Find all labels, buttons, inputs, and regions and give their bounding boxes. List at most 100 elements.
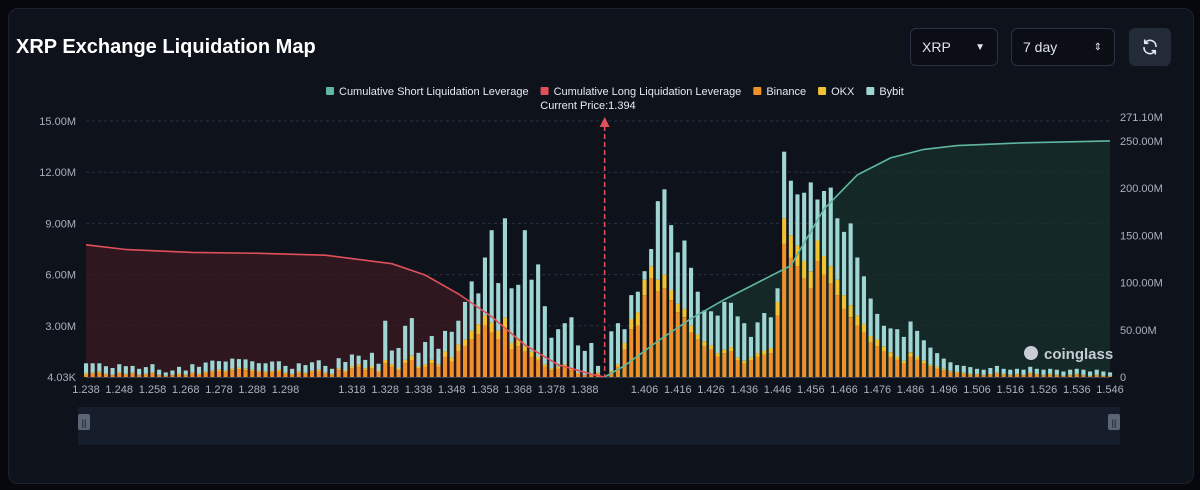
bar-bybit xyxy=(363,359,368,369)
grip-icon: || xyxy=(82,418,87,428)
bar-okx xyxy=(755,353,760,357)
bar-okx xyxy=(84,373,89,375)
bar-okx xyxy=(682,308,687,318)
bar-okx xyxy=(596,372,601,374)
bar-bybit xyxy=(110,368,115,375)
bar-binance xyxy=(123,374,128,377)
bar-binance xyxy=(901,363,906,377)
range-slider[interactable]: || || xyxy=(78,407,1120,445)
bar-okx xyxy=(748,357,753,360)
bar-bybit xyxy=(84,363,89,374)
caret-down-icon: ▼ xyxy=(975,41,985,53)
bar-okx xyxy=(330,373,335,375)
bar-okx xyxy=(197,373,202,375)
bar-bybit xyxy=(476,293,481,325)
bar-bybit xyxy=(190,364,195,373)
bar-okx xyxy=(655,279,660,292)
bar-binance xyxy=(210,371,215,377)
bar-bybit xyxy=(310,362,315,371)
bar-bybit xyxy=(303,365,308,373)
bar-bybit xyxy=(170,370,175,375)
bar-bybit xyxy=(722,301,727,350)
bar-okx xyxy=(276,369,281,371)
bar-okx xyxy=(815,240,820,261)
bar-okx xyxy=(635,312,640,326)
bar-okx xyxy=(576,372,581,374)
bar-bybit xyxy=(1008,369,1013,375)
symbol-select-value: XRP xyxy=(922,39,951,55)
legend-label: Cumulative Short Liquidation Leverage xyxy=(339,86,529,98)
bar-bybit xyxy=(516,284,521,340)
y-tick-label-right: 150.00M xyxy=(1120,230,1163,242)
bar-binance xyxy=(303,373,308,377)
bar-binance xyxy=(768,353,773,377)
bar-bybit xyxy=(256,363,261,371)
bar-bybit xyxy=(748,336,753,358)
bar-okx xyxy=(828,266,833,284)
bar-binance xyxy=(190,373,195,377)
bar-binance xyxy=(689,332,694,377)
bar-okx xyxy=(383,359,388,364)
bar-bybit xyxy=(669,225,674,290)
bar-binance xyxy=(316,371,321,377)
bar-binance xyxy=(336,370,341,377)
bar-bybit xyxy=(582,350,587,375)
bar-okx xyxy=(310,370,315,372)
bar-binance xyxy=(669,300,674,377)
bar-binance xyxy=(742,363,747,377)
range-select[interactable]: 7 day ⇕ xyxy=(1011,28,1115,66)
bar-okx xyxy=(768,348,773,354)
bar-binance xyxy=(1041,375,1046,377)
x-tick-label: 1.368 xyxy=(504,384,532,396)
x-tick-label: 1.416 xyxy=(664,384,692,396)
bar-okx xyxy=(715,353,720,357)
bar-bybit xyxy=(1041,369,1046,375)
x-tick-label: 1.536 xyxy=(1063,384,1091,396)
bar-okx xyxy=(502,317,507,330)
bar-bybit xyxy=(1061,371,1066,376)
bar-binance xyxy=(941,370,946,377)
bar-bybit xyxy=(775,288,780,302)
bar-binance xyxy=(516,346,521,377)
bar-bybit xyxy=(90,363,95,373)
x-tick-label: 1.268 xyxy=(172,384,200,396)
bar-bybit xyxy=(1108,372,1113,376)
bar-okx xyxy=(928,364,933,367)
bar-bybit xyxy=(103,366,108,374)
bar-bybit xyxy=(330,368,335,374)
bar-binance xyxy=(542,366,547,377)
bar-binance xyxy=(143,374,148,377)
symbol-select[interactable]: XRP ▼ xyxy=(910,28,998,66)
bar-bybit xyxy=(423,342,428,365)
bar-bybit xyxy=(975,368,980,374)
bar-okx xyxy=(549,368,554,371)
bar-binance xyxy=(615,366,620,377)
legend-swatch xyxy=(866,87,875,95)
bar-bybit xyxy=(482,257,487,316)
bar-binance xyxy=(961,373,966,377)
bar-binance xyxy=(808,288,813,377)
bar-bybit xyxy=(1054,369,1059,375)
bar-binance xyxy=(1008,375,1013,377)
bar-okx xyxy=(270,370,275,372)
bar-okx xyxy=(728,347,733,352)
refresh-button[interactable] xyxy=(1129,28,1171,66)
bar-binance xyxy=(735,359,740,377)
bar-binance xyxy=(868,342,873,377)
bar-bybit xyxy=(948,362,953,371)
y-tick-label-right: 271.10M xyxy=(1120,112,1163,124)
slider-track[interactable] xyxy=(78,407,1120,445)
bar-binance xyxy=(250,371,255,377)
bar-okx xyxy=(429,359,434,364)
slider-handle-right[interactable] xyxy=(1108,414,1120,430)
bar-bybit xyxy=(263,363,268,372)
bar-bybit xyxy=(768,317,773,348)
bar-okx xyxy=(143,373,148,375)
bar-okx xyxy=(1028,372,1033,374)
bar-binance xyxy=(157,375,162,377)
bar-okx xyxy=(556,366,561,369)
slider-handle-left[interactable] xyxy=(78,414,90,430)
bar-bybit xyxy=(163,372,168,376)
bar-binance xyxy=(496,339,501,377)
bar-bybit xyxy=(782,151,787,219)
